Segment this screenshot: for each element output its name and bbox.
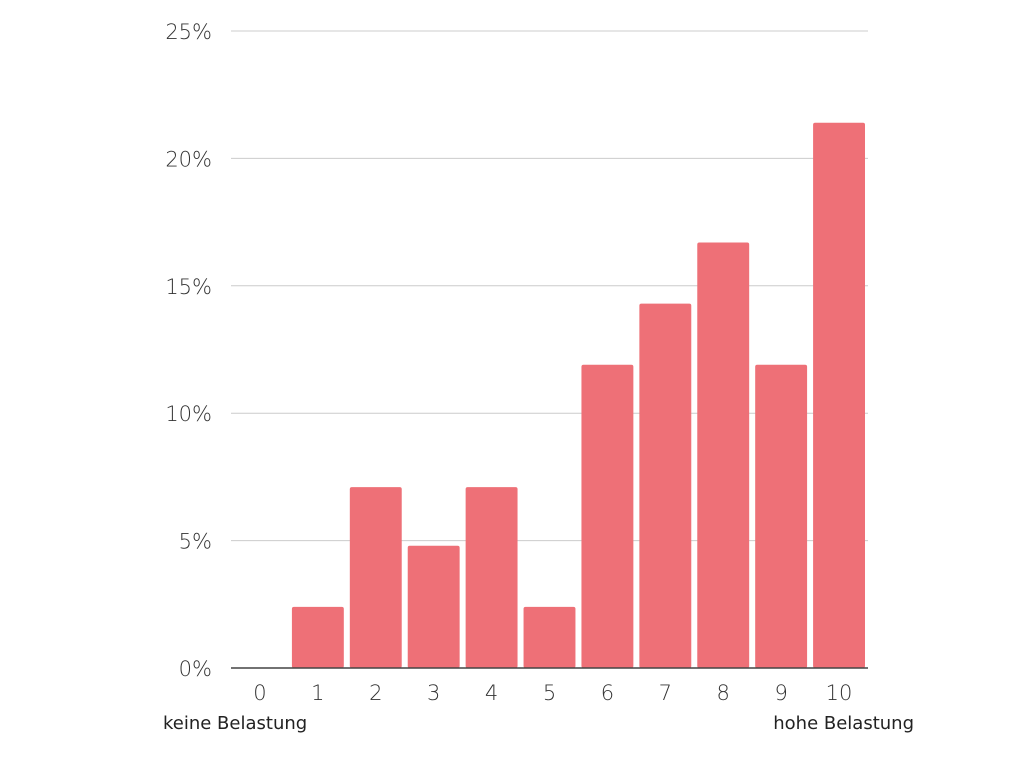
bar-3 xyxy=(407,545,460,668)
bar-4 xyxy=(465,487,518,668)
x-axis-left-end-label: keine Belastung xyxy=(163,713,308,734)
y-tick-label: 10% xyxy=(165,402,212,426)
bar-5 xyxy=(523,606,576,668)
x-tick-label: 7 xyxy=(659,681,672,705)
x-tick-label: 1 xyxy=(311,681,324,705)
x-axis-right-end-label: hohe Belastung xyxy=(773,713,914,734)
x-tick-label: 10 xyxy=(826,681,853,705)
x-tick-label: 5 xyxy=(543,681,556,705)
x-tick-label: 2 xyxy=(369,681,382,705)
bar-8 xyxy=(697,242,750,668)
x-axis-tick-labels: 0 1 2 3 4 5 6 7 8 9 10 xyxy=(253,681,852,705)
bar-7 xyxy=(639,303,692,668)
bar-10 xyxy=(813,122,865,668)
y-tick-label: 0% xyxy=(179,657,212,681)
x-tick-label: 0 xyxy=(253,681,266,705)
x-tick-label: 9 xyxy=(774,681,787,705)
bar-9 xyxy=(755,364,808,668)
y-tick-label: 15% xyxy=(165,275,212,299)
y-axis-tick-labels: 0% 5% 10% 15% 20% 25% xyxy=(165,20,212,681)
x-tick-label: 3 xyxy=(427,681,440,705)
y-tick-label: 25% xyxy=(165,20,212,44)
x-tick-label: 6 xyxy=(601,681,614,705)
x-tick-label: 4 xyxy=(485,681,498,705)
y-tick-label: 5% xyxy=(179,530,212,554)
bar-1 xyxy=(291,606,344,668)
bar-2 xyxy=(349,487,402,668)
y-tick-label: 20% xyxy=(165,147,212,171)
bars xyxy=(291,122,865,668)
bar-6 xyxy=(581,364,634,668)
x-tick-label: 8 xyxy=(717,681,730,705)
